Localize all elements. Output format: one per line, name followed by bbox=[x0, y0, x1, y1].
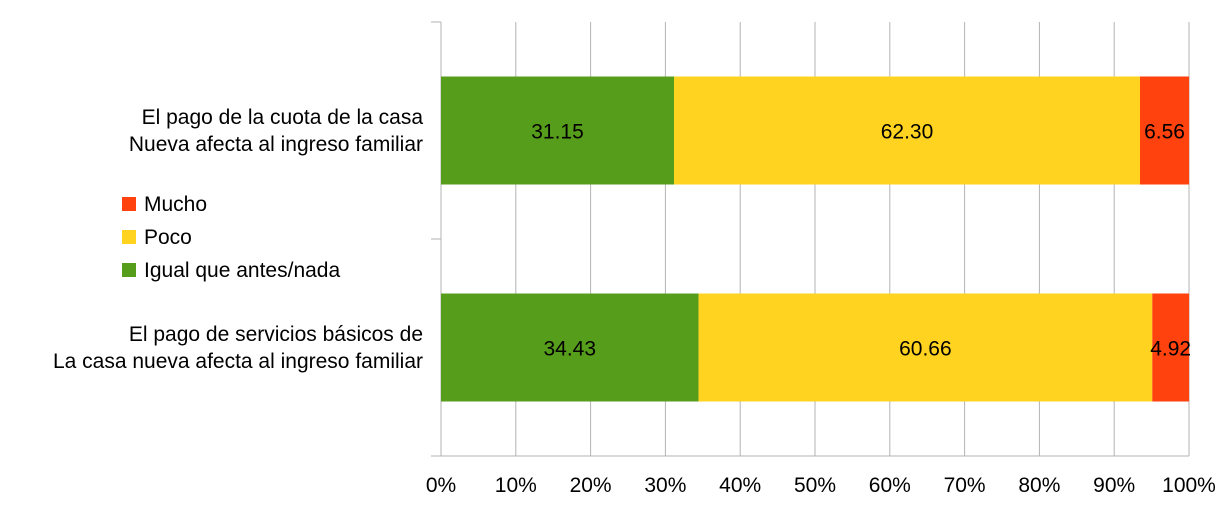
data-label: 62.30 bbox=[881, 121, 934, 144]
bar-segment bbox=[674, 76, 1141, 185]
data-label: 34.43 bbox=[543, 338, 596, 361]
x-tick-label: 70% bbox=[944, 474, 986, 497]
x-tick-label: 40% bbox=[719, 474, 761, 497]
data-label: 4.92 bbox=[1150, 338, 1191, 361]
bar-segment bbox=[441, 76, 675, 185]
legend-label: Poco bbox=[144, 226, 192, 249]
x-tick-label: 90% bbox=[1093, 474, 1135, 497]
data-label: 31.15 bbox=[531, 121, 584, 144]
category-label: La casa nueva afecta al ingreso familiar bbox=[53, 350, 423, 373]
data-label-layer: 31.15 62.30 6.56 34.43 60.66 4.92 bbox=[531, 121, 1191, 361]
x-tick-label: 50% bbox=[794, 474, 836, 497]
data-label: 6.56 bbox=[1144, 121, 1185, 144]
x-tick-label: 10% bbox=[495, 474, 537, 497]
category-label-layer: El pago de la cuota de la casa Nueva afec… bbox=[53, 106, 423, 373]
x-tick-label: 100% bbox=[1162, 474, 1216, 497]
bar-segment bbox=[698, 293, 1153, 402]
axis-layer: 0% 10% 20% 30% 40% 50% 60% 70% 80% 90% 100% bbox=[426, 21, 1216, 497]
bar-layer bbox=[441, 76, 1190, 402]
legend-swatch bbox=[122, 230, 136, 244]
bar-segment bbox=[1140, 76, 1190, 185]
category-label: El pago de la cuota de la casa bbox=[142, 106, 424, 129]
legend: Mucho Poco Igual que antes/nada bbox=[122, 193, 340, 282]
legend-swatch bbox=[122, 263, 136, 277]
category-label: El pago de servicios básicos de bbox=[129, 323, 423, 346]
category-label: Nueva afecta al ingreso familiar bbox=[129, 133, 423, 156]
x-tick-label: 30% bbox=[644, 474, 686, 497]
x-tick-label: 20% bbox=[570, 474, 612, 497]
bar-segment bbox=[441, 293, 699, 402]
x-tick-label: 80% bbox=[1018, 474, 1060, 497]
x-tick-label: 0% bbox=[426, 474, 456, 497]
x-tick-label: 60% bbox=[869, 474, 911, 497]
legend-label: Igual que antes/nada bbox=[144, 259, 340, 282]
legend-swatch bbox=[122, 197, 136, 211]
bar-segment bbox=[1152, 293, 1190, 402]
data-label: 60.66 bbox=[899, 338, 952, 361]
legend-label: Mucho bbox=[144, 193, 207, 216]
